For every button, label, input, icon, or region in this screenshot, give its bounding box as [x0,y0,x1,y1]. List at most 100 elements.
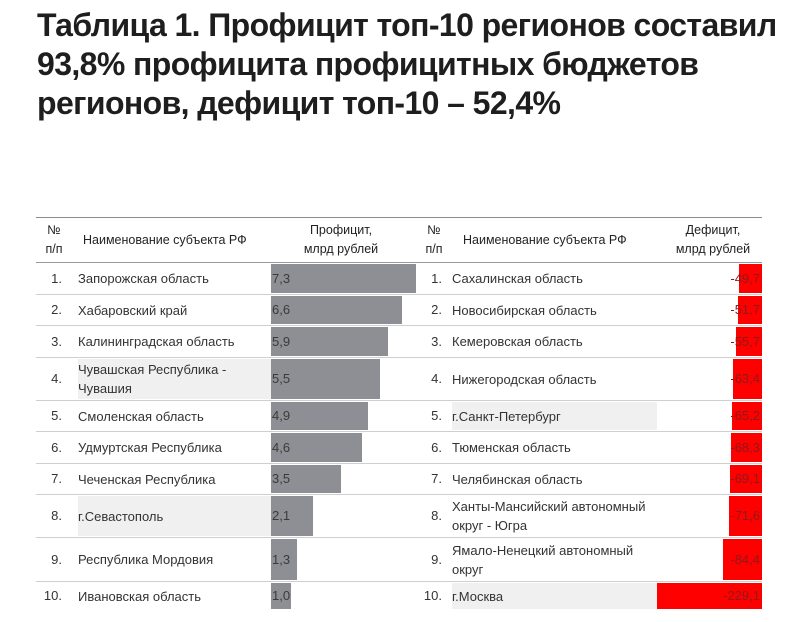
deficit-region-name-line: Тюменская область [452,440,571,455]
row-divider [36,431,762,432]
surplus-region-name-line: г.Севастополь [78,508,164,524]
left-value-header-line2: млрд рублей [303,242,379,256]
surplus-rank: 6. [51,439,62,455]
deficit-region-name-line: Ханты-Мансийский автономный [452,499,646,514]
deficit-bar [657,583,762,609]
row-divider [36,537,762,538]
surplus-value-label: 4,6 [272,439,291,455]
surplus-region-name: Запорожская область [78,269,209,288]
surplus-rank: 8. [51,508,62,523]
surplus-bar [271,264,416,293]
deficit-rank: 9. [431,551,442,567]
surplus-region-name: Смоленская область [78,407,204,426]
right-name-header: Наименование субъекта РФ [463,233,627,247]
left-name-header: Наименование субъекта РФ [83,233,247,247]
deficit-value-label: -68,3 [730,439,760,455]
deficit-bar [729,496,762,536]
deficit-region-name-line: Новосибирская область [452,302,597,318]
surplus-rank: 5. [51,408,62,423]
deficit-bar [739,264,762,293]
right-num-header: № п/п [422,221,446,259]
surplus-region-name-line: Запорожская область [78,271,209,286]
right-value-header: Дефицит, млрд рублей [658,221,768,259]
surplus-value-label: 7,3 [272,270,291,286]
surplus-rank: 3. [51,333,62,349]
surplus-value-label: 4,9 [272,408,291,423]
surplus-value-label: 2,1 [272,508,291,523]
left-value-header-line1: Профицит, [309,223,373,237]
deficit-value-label: -63,4 [730,371,760,386]
deficit-region-name-line: Ямало-Ненецкий автономный [452,542,634,558]
deficit-region-name-line: округ [452,561,484,577]
deficit-value-label: -49,7 [730,270,760,286]
surplus-region-name-line: Ивановская область [78,588,201,604]
surplus-value-label: 5,9 [272,333,291,349]
deficit-region-name-line: округ - Югра [452,518,528,533]
surplus-bar [271,465,341,493]
right-num-header-line2: п/п [425,242,443,256]
surplus-region-name: Хабаровский край [78,301,187,320]
deficit-region-name-line: Сахалинская область [452,271,583,286]
deficit-region-name: Нижегородская область [452,370,597,389]
surplus-bar [271,327,388,356]
deficit-region-name-line: Кемеровская область [452,334,583,349]
surplus-region-name: Удмуртская Республика [78,438,222,457]
deficit-rank: 6. [431,439,442,455]
deficit-bar [738,296,762,324]
table-top-border [36,217,762,218]
surplus-bar [271,296,402,324]
surplus-value-label: 6,6 [272,302,291,317]
surplus-bar [271,583,291,609]
left-num-header: № п/п [42,221,66,259]
deficit-rank: 10. [423,588,442,603]
surplus-row-highlight [78,496,271,536]
header-divider [36,262,762,263]
deficit-rank: 3. [431,333,442,349]
surplus-value-label: 5,5 [272,371,291,386]
deficit-region-name: Ямало-Ненецкий автономный округ [452,541,633,579]
table-row: 5. Смоленская область 4,9 5. г.Санкт-Петербу… [36,401,762,432]
row-divider [36,494,762,495]
deficit-rank: 8. [431,508,442,523]
surplus-rank: 10. [43,588,62,603]
deficit-region-name: Тюменская область [452,438,571,457]
table-row: 1. Запорожская область 7,3 1. Сахалинская об… [36,263,762,295]
deficit-value-label: -55,7 [730,333,760,349]
surplus-bar [271,539,297,580]
surplus-region-name: Чувашская Республика - Чувашия [78,360,226,398]
surplus-region-name-line: Чувашская Республика - [78,362,227,377]
deficit-rank: 4. [431,371,442,386]
deficit-bar [730,465,762,493]
deficit-value-label: -71,6 [730,508,760,523]
row-divider [36,581,762,582]
surplus-value-label: 1,3 [272,551,291,567]
table-row: 8. г.Севастополь 2,1 8. Ханты-Мансийский авт… [36,495,762,538]
surplus-region-name-line: Чеченская Республика [78,471,216,487]
table-row: 4. Чувашская Республика - Чувашия 5,5 4. Ниже… [36,358,762,401]
surplus-rank: 7. [51,471,62,486]
row-divider [36,294,762,295]
table-row: 6. Удмуртская Республика 4,6 6. Тюменская об… [36,432,762,464]
surplus-value-label: 3,5 [272,471,291,486]
surplus-region-name-line: Республика Мордовия [78,552,214,567]
surplus-region-name: Калининградская область [78,332,235,351]
table-row: 3. Калининградская область 5,9 3. Кемеровска… [36,326,762,358]
deficit-bar [736,327,762,356]
surplus-region-name: г.Севастополь [78,507,163,526]
surplus-row-highlight [78,359,271,399]
surplus-region-name: Чеченская Республика [78,470,215,489]
row-divider [36,400,762,401]
left-value-header: Профицит, млрд рублей [286,221,396,259]
deficit-bar [731,433,762,462]
deficit-value-label: -229,1 [723,588,760,603]
deficit-region-name: Ханты-Мансийский автономный округ - Югра [452,497,645,535]
deficit-region-name: Челябинская область [452,470,582,489]
surplus-region-name-line: Калининградская область [78,334,235,349]
deficit-value-label: -84,4 [730,551,760,567]
deficit-region-name: г.Москва [452,587,503,606]
surplus-region-name: Республика Мордовия [78,550,213,569]
deficit-region-name-line: Нижегородская область [452,371,597,387]
surplus-rank: 1. [51,270,62,286]
surplus-region-name-line: Удмуртская Республика [78,440,222,455]
deficit-rank: 1. [431,270,442,286]
